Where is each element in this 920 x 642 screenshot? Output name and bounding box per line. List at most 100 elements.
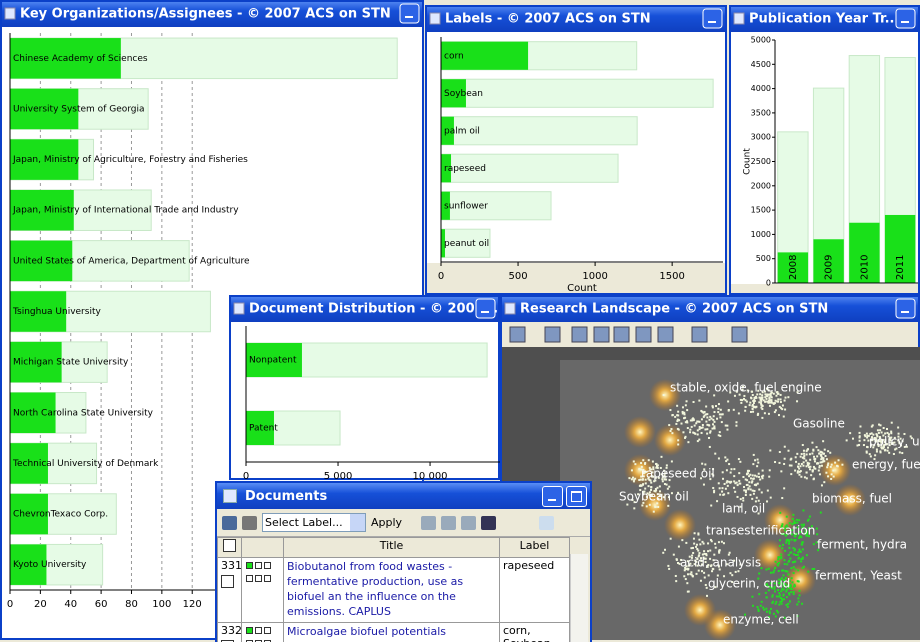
- selected-dot: [800, 560, 803, 563]
- maximize-button[interactable]: [566, 485, 587, 507]
- tool-icon[interactable]: [613, 326, 630, 343]
- x-tick-label: 5 000: [324, 471, 353, 482]
- selected-dot: [772, 571, 775, 574]
- document-dot: [870, 432, 873, 435]
- tool-icon[interactable]: [635, 326, 652, 343]
- document-dot: [783, 462, 786, 465]
- row-checkbox[interactable]: [221, 574, 234, 588]
- cluster-glow: [754, 539, 786, 571]
- document-dot: [698, 420, 701, 423]
- document-dot: [703, 414, 706, 417]
- document-dot: [875, 438, 878, 441]
- document-dot: [768, 404, 771, 407]
- scrollbar[interactable]: [570, 554, 588, 642]
- selected-dot: [782, 584, 785, 587]
- document-dot: [684, 566, 687, 569]
- table-row[interactable]: 331 Biobutanol from food wastes - fermen…: [217, 556, 570, 623]
- document-dot: [761, 416, 764, 419]
- tool-icon[interactable]: [731, 326, 748, 343]
- title-cell[interactable]: Microalgae biofuel potentials (Review). …: [283, 621, 500, 642]
- toolbar: Select Label... Apply: [217, 509, 590, 537]
- minimize-button[interactable]: [895, 8, 916, 29]
- document-dot: [735, 481, 738, 484]
- document-dot: [667, 564, 670, 567]
- document-dot: [733, 475, 736, 478]
- tool-icon[interactable]: [593, 326, 610, 343]
- document-dot: [654, 476, 657, 479]
- document-dot: [677, 443, 680, 446]
- selected-dot: [787, 539, 790, 542]
- tool-icon[interactable]: [691, 326, 708, 343]
- document-dot: [820, 458, 823, 461]
- document-dot: [801, 444, 804, 447]
- document-dot: [798, 470, 801, 473]
- bar: [10, 240, 73, 282]
- save-icon[interactable]: [222, 515, 237, 530]
- document-dot: [704, 428, 707, 431]
- document-dot: [706, 432, 709, 435]
- settings-icon[interactable]: [481, 515, 497, 530]
- selected-dot: [764, 591, 767, 594]
- selected-dot: [801, 566, 804, 569]
- document-dot: [803, 452, 806, 455]
- document-dot: [718, 568, 721, 571]
- selected-dot: [779, 578, 782, 581]
- selected-dot: [778, 603, 781, 606]
- document-dot: [823, 448, 826, 451]
- document-dot: [746, 479, 749, 482]
- tool-icon[interactable]: [571, 326, 588, 343]
- cluster-label: transesterification: [706, 524, 815, 538]
- document-dot: [757, 499, 760, 502]
- selected-dot: [779, 594, 782, 597]
- minimize-button[interactable]: [542, 485, 563, 507]
- document-dot: [815, 446, 818, 449]
- help-icon[interactable]: [539, 515, 555, 530]
- document-dot: [742, 497, 745, 500]
- minimize-button[interactable]: [895, 298, 916, 319]
- minimize-button[interactable]: [399, 3, 420, 24]
- document-dot: [705, 405, 708, 408]
- selected-dot: [784, 570, 787, 573]
- bar: [440, 228, 491, 258]
- selected-dot: [782, 533, 785, 536]
- document-dot: [863, 439, 866, 442]
- minimize-button[interactable]: [475, 298, 496, 319]
- tool-icon[interactable]: [509, 326, 526, 343]
- apply-button[interactable]: Apply: [371, 516, 403, 529]
- document-dot: [713, 489, 716, 492]
- tool-icon[interactable]: [657, 326, 674, 343]
- document-dot: [875, 433, 878, 436]
- document-dot: [655, 465, 658, 468]
- tool-icon[interactable]: [544, 326, 561, 343]
- document-dot: [777, 414, 780, 417]
- document-dot: [744, 491, 747, 494]
- document-dot: [897, 432, 900, 435]
- minimize-button[interactable]: [702, 8, 723, 29]
- label-select[interactable]: Select Label...: [262, 513, 366, 532]
- selected-dot: [773, 587, 776, 590]
- document-dot: [760, 398, 763, 401]
- selected-dot: [805, 534, 808, 537]
- selected-dot: [796, 554, 799, 557]
- title-cell[interactable]: Biobutanol from food wastes - fermentati…: [283, 556, 500, 623]
- sort-icon[interactable]: [461, 515, 477, 530]
- document-dot: [736, 495, 739, 498]
- document-dot: [654, 490, 657, 493]
- document-dot: [743, 394, 746, 397]
- document-dot: [799, 465, 802, 468]
- document-dot: [880, 431, 883, 434]
- document-dot: [660, 455, 663, 458]
- document-dot: [671, 414, 674, 417]
- zoom-icon[interactable]: [441, 515, 457, 530]
- document-dot: [851, 437, 854, 440]
- document-dot: [769, 392, 772, 395]
- table-row[interactable]: 332 Microalgae biofuel potentials (Revie…: [217, 621, 570, 642]
- selected-dot: [789, 585, 792, 588]
- document-dot: [803, 457, 806, 460]
- print-icon[interactable]: [242, 515, 257, 530]
- document-dot: [749, 488, 752, 491]
- selected-dot: [781, 547, 784, 550]
- filter-icon[interactable]: [421, 515, 437, 530]
- document-dot: [685, 541, 688, 544]
- category-label: 2010: [859, 255, 870, 280]
